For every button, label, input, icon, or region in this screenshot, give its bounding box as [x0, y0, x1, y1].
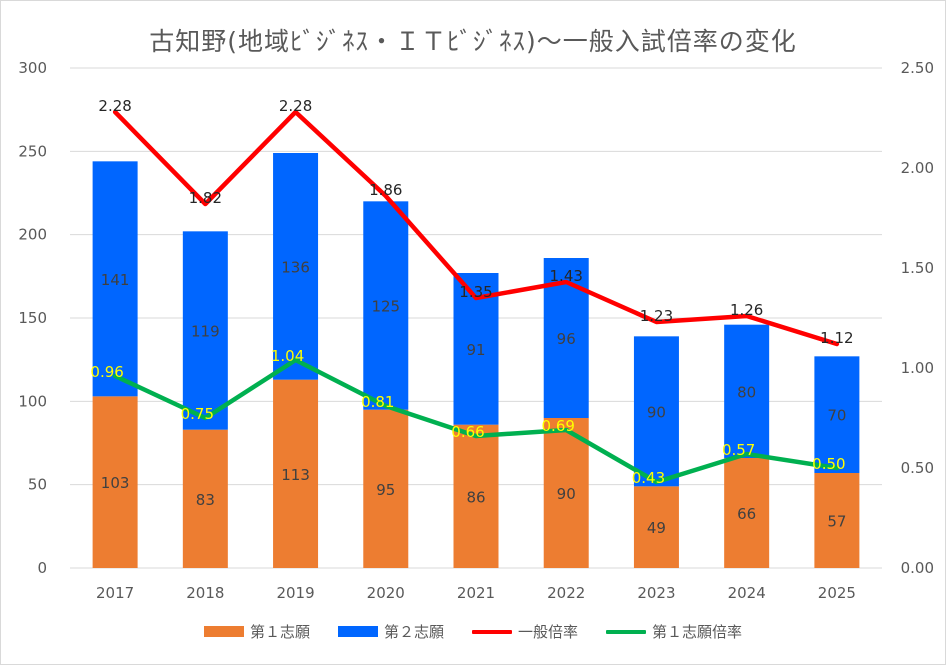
- x-tick-label: 2023: [637, 584, 675, 602]
- bar-label-first-choice: 103: [101, 474, 130, 492]
- bar-label-second-choice: 96: [557, 330, 576, 348]
- y-tick-label: 100: [18, 392, 47, 410]
- bar-first-choice: [633, 486, 679, 568]
- bar-first-choice: [363, 409, 409, 568]
- legend-label: 第２志願: [383, 623, 444, 641]
- y-tick-label: 300: [18, 59, 47, 77]
- y-tick-label: 200: [18, 226, 47, 244]
- bar-label-first-choice: 113: [281, 466, 310, 484]
- legend-item-first-choice-ratio: 第１志願倍率: [606, 621, 742, 642]
- line-label-general-ratio: 1.43: [550, 267, 583, 285]
- line-label-general-ratio: 1.82: [189, 189, 222, 207]
- bar-first-choice: [543, 418, 589, 568]
- chart-title: 古知野(地域ﾋﾞｼﾞﾈｽ・ＩＴﾋﾞｼﾞﾈｽ)～一般入試倍率の変化: [149, 27, 797, 56]
- bar-first-choice: [92, 396, 138, 568]
- line-label-first-choice-ratio: 0.66: [451, 423, 484, 441]
- x-tick-label: 2020: [367, 584, 405, 602]
- y-axis-left: 0 50 100 150 200 250 300: [18, 59, 47, 577]
- bar-second-choice: [182, 231, 228, 430]
- legend-item-second-choice: 第２志願: [337, 621, 444, 642]
- line-label-general-ratio: 2.28: [279, 97, 312, 115]
- x-tick-label: 2018: [186, 584, 224, 602]
- legend-label: 第１志願倍率: [652, 623, 743, 641]
- y-axis-right: 0.00 0.50 1.00 1.50 2.00 2.50: [901, 59, 934, 577]
- x-tick-label: 2019: [276, 584, 314, 602]
- x-tick-label: 2024: [728, 584, 766, 602]
- legend-swatch-green-line: [606, 629, 647, 634]
- line-series: [112, 109, 840, 485]
- bar-second-choice: [92, 161, 138, 397]
- legend-item-first-choice: 第１志願: [203, 621, 310, 642]
- line-label-first-choice-ratio: 0.43: [632, 469, 665, 487]
- legend-label: 一般倍率: [518, 623, 579, 641]
- bar-second-choice: [633, 336, 679, 487]
- bar-label-second-choice: 90: [647, 403, 666, 421]
- bar-first-choice: [182, 429, 228, 568]
- line-label-first-choice-ratio: 0.96: [90, 363, 123, 381]
- y-tick-label: 150: [18, 309, 47, 327]
- line-label-first-choice-ratio: 0.50: [812, 455, 845, 473]
- y2-tick-label: 1.50: [901, 259, 934, 277]
- bar-label-first-choice: 57: [827, 513, 846, 531]
- bar-series: [92, 153, 860, 568]
- y2-tick-label: 2.00: [901, 159, 934, 177]
- bar-second-choice: [724, 324, 770, 458]
- line-label-general-ratio: 2.28: [98, 97, 131, 115]
- bar-second-choice: [814, 356, 860, 473]
- line-first-choice-ratio: [112, 357, 840, 485]
- bar-label-first-choice: 86: [466, 488, 485, 506]
- bar-label-second-choice: 119: [191, 323, 220, 341]
- bar-first-choice: [273, 379, 319, 568]
- line-label-general-ratio: 1.26: [730, 301, 763, 319]
- line-label-first-choice-ratio: 0.81: [361, 393, 394, 411]
- line-label-general-ratio: 1.12: [820, 329, 853, 347]
- line-label-first-choice-ratio: 1.04: [271, 347, 304, 365]
- legend-label: 第１志願: [249, 623, 310, 641]
- y2-tick-label: 0.00: [901, 559, 934, 577]
- bar-label-first-choice: 95: [376, 481, 395, 499]
- y-tick-label: 250: [18, 142, 47, 160]
- legend-swatch-orange: [203, 626, 244, 637]
- x-tick-label: 2022: [547, 584, 585, 602]
- bar-label-second-choice: 136: [281, 258, 310, 276]
- bar-label-second-choice: 125: [371, 298, 400, 316]
- bar-data-labels: 103 141 83 119 113 136 95 125 86 91 90 96 49 90 66 80 57…: [101, 258, 847, 537]
- y-tick-label: 50: [28, 476, 47, 494]
- bar-label-second-choice: 91: [466, 341, 485, 359]
- legend-item-general-ratio: 一般倍率: [472, 621, 578, 642]
- line-label-general-ratio: 1.86: [369, 181, 402, 199]
- bar-label-first-choice: 49: [647, 519, 666, 537]
- line-label-first-choice-ratio: 0.69: [542, 417, 575, 435]
- bar-first-choice: [453, 424, 499, 568]
- bar-second-choice: [363, 201, 409, 410]
- y-tick-label: 0: [37, 559, 47, 577]
- legend-swatch-red-line: [472, 629, 512, 634]
- bar-label-first-choice: 83: [196, 491, 215, 509]
- line-label-first-choice-ratio: 0.75: [181, 405, 214, 423]
- bar-first-choice: [814, 473, 860, 568]
- line-general-ratio: [112, 109, 840, 347]
- line-label-first-choice-ratio: 0.57: [722, 441, 755, 459]
- bar-label-first-choice: 90: [557, 485, 576, 503]
- bar-first-choice: [724, 458, 770, 568]
- bar-label-first-choice: 66: [737, 505, 756, 523]
- bar-label-second-choice: 70: [827, 407, 846, 425]
- x-tick-label: 2021: [457, 584, 495, 602]
- legend-swatch-blue: [337, 626, 378, 637]
- legend: 第１志願 第２志願 一般倍率 第１志願倍率: [0, 621, 946, 642]
- line-label-general-ratio: 1.23: [640, 307, 673, 325]
- x-axis: 2017 2018 2019 2020 2021 2022 2023 2024 2025: [96, 584, 856, 602]
- bar-second-choice: [273, 153, 319, 380]
- y2-tick-label: 2.50: [901, 59, 934, 77]
- y2-tick-label: 1.00: [901, 359, 934, 377]
- bar-label-second-choice: 80: [737, 383, 756, 401]
- x-tick-label: 2025: [818, 584, 856, 602]
- line-data-labels: 2.28 1.82 2.28 1.86 1.35 1.43 1.23 1.26 1.12 0.96…: [90, 97, 853, 487]
- y2-tick-label: 0.50: [901, 459, 934, 477]
- x-tick-label: 2017: [96, 584, 134, 602]
- line-label-general-ratio: 1.35: [459, 283, 492, 301]
- bar-label-second-choice: 141: [101, 271, 130, 289]
